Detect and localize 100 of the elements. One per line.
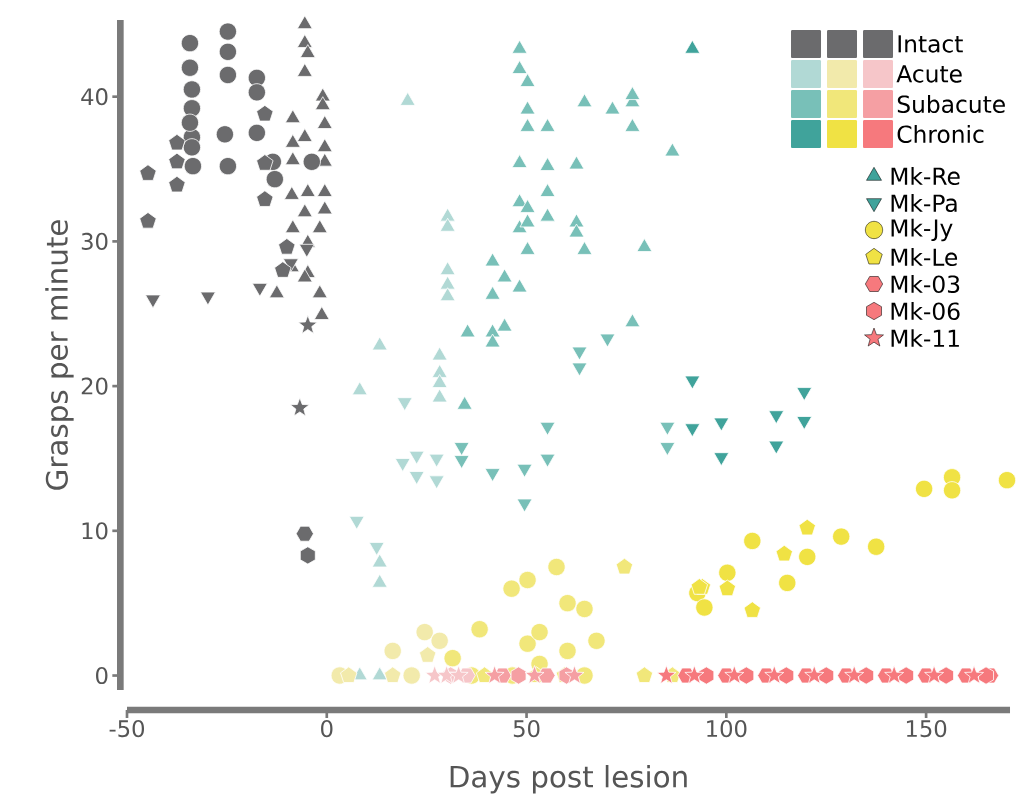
y-tick-label: 40 [81,88,108,106]
point [180,58,199,77]
point [519,199,536,213]
point [439,287,456,302]
point [568,223,585,238]
point [511,39,528,54]
point [459,323,476,338]
legend-label: Mk-Le [891,247,958,267]
point [539,183,556,197]
point [537,667,556,684]
point [284,109,301,124]
point [518,634,537,653]
point [168,133,186,151]
x-tick-label: 50 [513,720,540,738]
point [139,212,157,229]
point [484,333,501,348]
annotation: Chronic [897,124,984,144]
point [724,665,745,684]
point [518,570,537,590]
point [456,395,473,410]
point [430,631,449,650]
point [496,268,513,283]
legend-label: Mk-03 [891,274,960,294]
point [399,91,416,106]
y-tick-label: 30 [81,232,108,250]
point [439,261,456,276]
y-tick-label: 0 [96,666,108,685]
point [624,313,641,328]
point [635,666,654,683]
point [496,317,513,332]
point [296,268,313,283]
legend-label: Mk-Re [891,166,960,186]
point [443,649,462,668]
point [247,123,266,142]
point [867,537,886,556]
annotation: Acute [896,65,962,83]
point [448,665,469,684]
legend-label: Mk-06 [891,301,960,321]
point [519,118,536,132]
annotation: Subacute [897,94,1005,114]
point [402,666,421,685]
point [547,557,566,577]
point [256,104,274,122]
point [316,115,333,129]
point [832,527,851,546]
point [575,599,594,619]
point [656,665,677,684]
point [289,397,310,417]
point [775,544,793,562]
legend-label: Mk-11 [891,329,959,347]
annotation: Intact [898,35,963,53]
point [168,175,186,193]
point [519,100,536,115]
point [371,573,388,588]
point [371,666,388,681]
point [502,579,521,598]
point [218,42,237,61]
point [340,666,358,683]
point [844,665,865,684]
point [564,665,585,684]
point [519,213,536,228]
point [431,388,448,403]
point [997,471,1017,490]
point [568,155,585,170]
point [383,641,402,660]
point [316,183,333,197]
point [371,553,388,568]
point [313,306,330,320]
point [419,646,437,663]
point [511,60,528,74]
point [604,100,621,115]
point [695,598,714,617]
point [530,623,549,642]
point [296,63,313,77]
point [384,666,402,683]
x-tick-label: 0 [321,720,333,738]
point [284,133,301,148]
point [284,219,301,234]
point [576,241,593,255]
point [274,261,292,278]
point [484,285,501,300]
point [439,275,456,290]
y-tick-label: 10 [82,522,108,540]
point [316,200,333,215]
point [431,364,448,378]
point [139,164,157,181]
point [510,666,527,685]
point [743,601,761,618]
point [764,665,785,684]
point [539,157,556,171]
point [299,546,316,565]
point [314,96,331,111]
point [778,666,795,685]
point [316,138,333,153]
point [511,154,528,168]
point [439,217,456,232]
point [818,666,835,685]
point [938,666,954,685]
point [371,336,388,351]
point [718,579,736,597]
